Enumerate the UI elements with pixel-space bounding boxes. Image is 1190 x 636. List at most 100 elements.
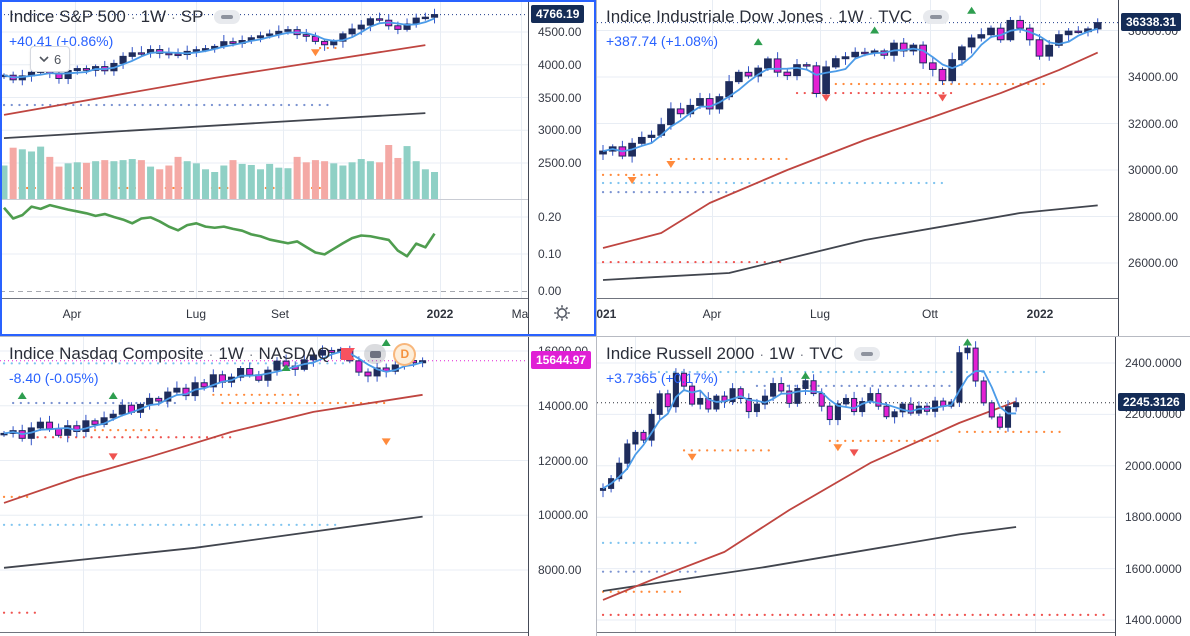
marker-down-triangle [381, 438, 391, 446]
legend-more-button[interactable] [214, 10, 241, 24]
exchange-label[interactable]: SP [180, 7, 204, 26]
camera-icon [369, 350, 381, 358]
marker-down-triangle [833, 444, 843, 452]
volume-bar [302, 162, 310, 199]
chart-canvas-sp500[interactable] [0, 0, 596, 336]
marker-up-triangle [753, 38, 763, 46]
price-axis[interactable]: 36000.0034000.0032000.0030000.0028000.00… [1119, 0, 1190, 336]
ma-line-mid [602, 51, 1099, 249]
volume-bar [92, 161, 100, 199]
price-tick-label: 4000.00 [538, 57, 582, 72]
volume-bar [174, 156, 182, 199]
price-tick-label: 1800.0000 [1125, 510, 1182, 525]
chevron-down-icon [39, 56, 49, 62]
volume-bar [412, 161, 420, 199]
exchange-label[interactable]: TVC [878, 7, 913, 26]
exchange-label[interactable]: TVC [809, 344, 844, 363]
snapshot-icon[interactable] [364, 344, 387, 364]
volume-bar [27, 151, 35, 199]
volume-bar [385, 145, 393, 199]
price-tick-label: 28000.00 [1128, 209, 1179, 224]
candle [45, 421, 54, 430]
panel-divider-horizontal[interactable] [0, 336, 1190, 337]
volume-bar [311, 160, 319, 199]
oscillator-tick-label: 0.20 [538, 210, 562, 224]
candle [229, 41, 237, 44]
price-axis[interactable]: 4500.00 4000.00 3500.00 3000.00 2500.00 0.20 0… [529, 0, 596, 336]
candle [73, 425, 81, 432]
price-tick-label: 2500.00 [538, 156, 582, 170]
exchange-label[interactable]: NASDAQ [258, 344, 331, 363]
chart-panel-nasdaq: Indice Nasdaq Composite · 1W · NASDAQ D … [0, 337, 596, 636]
symbol-title[interactable]: Indice Nasdaq Composite [9, 344, 204, 363]
candle [146, 397, 154, 405]
time-axis[interactable]: Apr Lug Set 2022 Mar [0, 299, 533, 331]
time-tick-label: Lug [185, 307, 207, 321]
candle [890, 42, 898, 56]
chart-canvas-dowjones[interactable] [597, 0, 1190, 336]
price-tick-label: 2400.0000 [1125, 356, 1182, 370]
volume-bar [275, 167, 283, 199]
candle [375, 18, 384, 21]
ma-line-fast [602, 27, 1098, 153]
time-tick-label: 2022 [426, 307, 454, 321]
price-tick-label: 10000.00 [538, 508, 589, 523]
interval-label[interactable]: 1W [218, 344, 244, 363]
candle [883, 405, 890, 418]
chart-panel-sp500: Indice S&P 500 · 1W · SP +40.41 (+0.86%)… [0, 0, 596, 336]
price-axis[interactable]: 16000.0014000.0012000.0010000.008000.001… [529, 337, 596, 636]
volume-bar [220, 165, 228, 199]
legend-separator: · [208, 346, 214, 362]
legend-more-button[interactable] [854, 347, 881, 361]
candle [753, 403, 760, 413]
candle [783, 71, 792, 77]
candle [697, 397, 704, 405]
interval-label[interactable]: 1W [769, 344, 795, 363]
candle [164, 391, 172, 402]
candle [761, 395, 769, 405]
interval-label[interactable]: 1W [838, 7, 864, 26]
indicators-collapse-button[interactable]: 6 [30, 46, 71, 72]
legend-separator: · [828, 9, 834, 25]
candle [948, 59, 957, 82]
price-axis[interactable]: 2400.0000 2200.0000 2000.0000 1800.0000 1600… [1116, 337, 1190, 636]
candle [36, 421, 44, 429]
candle [1064, 30, 1073, 36]
volume-bar [229, 160, 237, 199]
marker-down-triangle [310, 49, 320, 57]
volume-bar [376, 162, 384, 199]
marker-down-triangle [821, 94, 831, 102]
settings-gear-icon[interactable] [551, 302, 573, 329]
time-tick-label: Ott [921, 307, 939, 321]
candle [851, 397, 858, 413]
candle [1074, 30, 1083, 34]
symbol-title[interactable]: Indice Industriale Dow Jones [606, 7, 824, 26]
candle [309, 354, 317, 361]
candle [764, 58, 772, 69]
price-tick-label: 2000.0000 [1125, 458, 1182, 473]
candle [364, 371, 372, 377]
interval-label[interactable]: 1W [140, 7, 167, 26]
symbol-title[interactable]: Indice S&P 500 [9, 7, 126, 26]
flag-icon[interactable] [340, 347, 356, 361]
d-interval-badge[interactable]: D [393, 342, 417, 366]
chart-canvas-russell2000[interactable] [597, 337, 1190, 636]
legend-separator: · [130, 9, 136, 25]
candle [656, 393, 663, 415]
candle [647, 134, 656, 138]
chart-canvas-nasdaq[interactable] [0, 337, 596, 636]
volume-bar [128, 159, 136, 199]
candle [810, 380, 817, 395]
legend-separator: · [799, 346, 805, 362]
legend-more-button[interactable] [923, 10, 950, 24]
candle [794, 387, 801, 404]
symbol-title[interactable]: Indice Russell 2000 [606, 344, 755, 363]
chart-svg [0, 0, 596, 336]
volume-bar [82, 162, 90, 199]
panel-divider-vertical[interactable] [596, 0, 597, 636]
price-tick-label: 26000.00 [1128, 256, 1179, 270]
time-axis[interactable]: 2021 Apr Lug Ott 2022 [597, 299, 1126, 331]
volume-bar [339, 165, 347, 199]
candle [938, 68, 947, 82]
price-tick-label: 1400.0000 [1125, 613, 1182, 627]
